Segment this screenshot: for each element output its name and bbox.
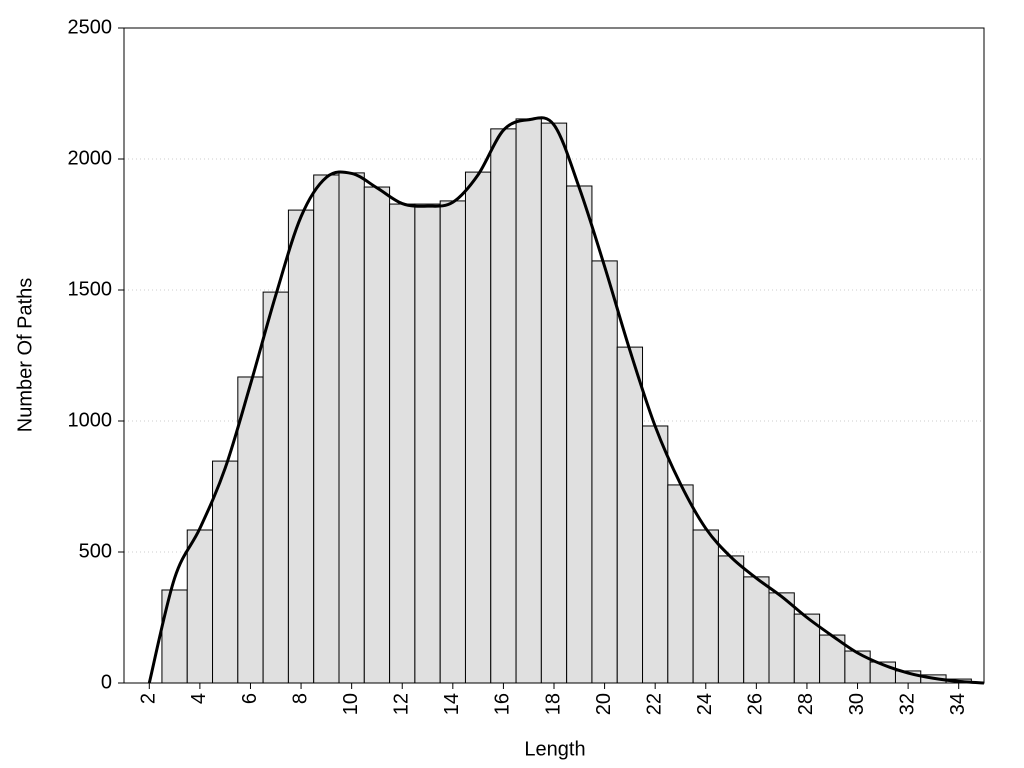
x-tick-label: 12	[391, 693, 413, 715]
x-tick-label: 26	[745, 693, 767, 715]
bar	[642, 425, 669, 684]
x-tick-label: 8	[289, 693, 311, 704]
bar	[768, 592, 795, 684]
x-tick-label: 24	[694, 693, 716, 715]
bar	[414, 203, 441, 684]
bar	[591, 260, 618, 684]
x-tick-label: 20	[593, 693, 615, 715]
x-tick-label: 28	[795, 693, 817, 715]
bar	[186, 529, 214, 684]
bar	[566, 185, 593, 684]
x-tick-label: 30	[846, 693, 868, 715]
y-axis-label: Number Of Paths	[14, 278, 36, 433]
bar	[439, 200, 466, 684]
x-tick-label: 16	[492, 693, 514, 715]
bar	[667, 484, 694, 684]
bar	[743, 576, 770, 684]
y-tick-label: 1000	[68, 409, 113, 431]
bar	[464, 171, 492, 684]
x-tick-label: 4	[188, 693, 210, 704]
bar	[287, 209, 315, 684]
x-tick-label: 10	[340, 693, 362, 715]
x-tick-label: 2	[138, 693, 160, 704]
bar	[262, 291, 289, 684]
y-tick-label: 1500	[68, 278, 113, 300]
bar	[313, 174, 340, 684]
x-axis-label: Length	[524, 738, 585, 760]
y-tick-label: 2500	[68, 16, 113, 38]
x-tick-label: 18	[542, 693, 564, 715]
bar	[212, 460, 239, 684]
bar	[490, 128, 517, 684]
x-tick-label: 34	[947, 693, 969, 715]
y-tick-label: 0	[101, 671, 112, 693]
bar	[363, 186, 391, 684]
x-tick-label: 14	[441, 693, 463, 715]
bar	[692, 529, 719, 684]
density-curve	[147, 116, 985, 685]
bar	[389, 203, 416, 684]
bar	[338, 172, 365, 684]
bar	[161, 589, 188, 684]
plot-frame	[123, 27, 985, 684]
bar	[540, 122, 568, 684]
x-tick-label: 6	[239, 693, 261, 704]
bar	[717, 555, 745, 684]
bar	[515, 118, 542, 684]
x-tick-label: 32	[896, 693, 918, 715]
y-tick-label: 500	[79, 540, 112, 562]
bar	[237, 376, 264, 684]
x-tick-label: 22	[643, 693, 665, 715]
bar	[616, 346, 644, 684]
y-tick-label: 2000	[68, 147, 113, 169]
